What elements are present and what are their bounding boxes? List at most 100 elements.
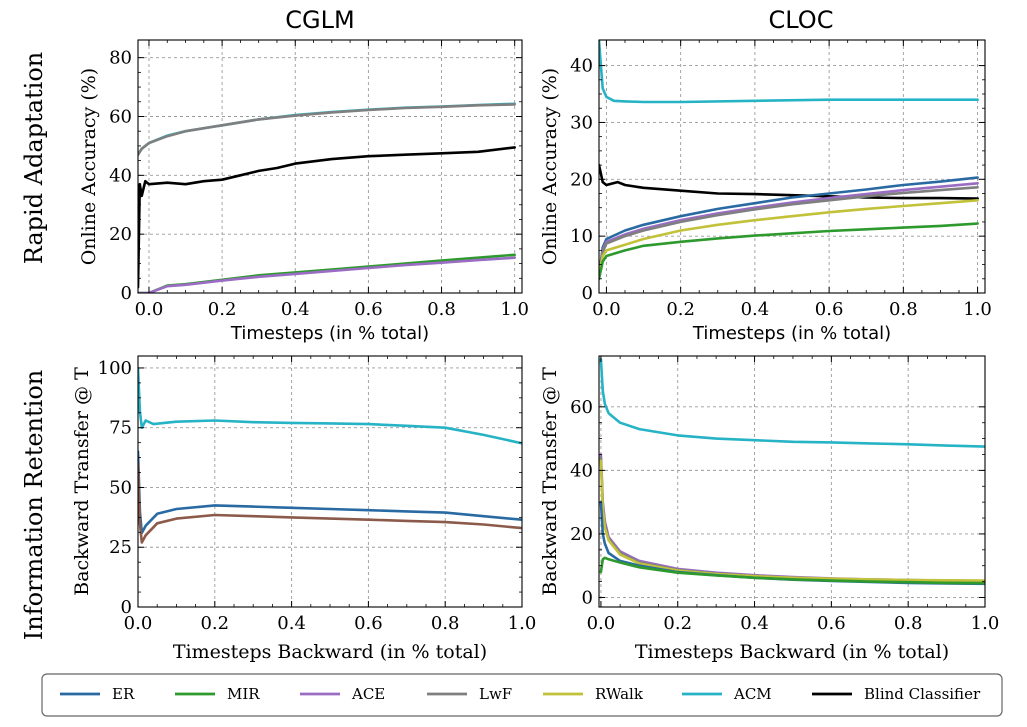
series-acm [138,366,522,445]
xtick-label-5: 1.0 [963,299,992,320]
legend-items: ER MIR ACE LwF RWalk ACM Blind Classifier [60,685,981,703]
xtick-label-2: 0.4 [741,299,770,320]
ytick-label-0: 0 [121,283,132,304]
ytick-label-1: 10 [570,226,593,247]
col-title-cglm: CGLM [285,6,354,34]
series-lwf [138,103,517,156]
legend-item-acm: ACM [682,685,772,703]
legend-label-lwf: LwF [479,685,512,703]
panel-cloc-adapt: 0.0 0.2 0.4 0.6 0.8 1.0 0 10 20 30 40 Timesteps (in… [539,39,992,344]
y-axis-label: Backward Transfer @ T [539,367,561,596]
xtick-label-3: 0.6 [354,613,383,634]
ytick-label-1: 20 [570,524,593,545]
xtick-label-0: 0.0 [587,613,616,634]
series-ace [138,256,517,293]
ytick-label-3: 75 [109,418,132,439]
ytick-label-1: 25 [109,537,132,558]
y-axis-label: Online Accuracy (%) [539,68,561,265]
xtick-label-4: 0.8 [889,299,918,320]
row-title-rapid-adaptation: Rapid Adaptation [20,52,48,265]
ytick-label-1: 20 [109,224,132,245]
series-acm [599,40,979,104]
series-lwf [599,186,979,278]
series-group [138,102,517,293]
xtick-label-0: 0.0 [592,299,621,320]
series-blind-classifier [138,146,517,289]
series-er-brown [138,462,522,544]
x-axis-label: Timesteps Backward (in % total) [635,641,949,663]
legend-box [41,673,1003,717]
xtick-label-4: 0.8 [894,613,923,634]
ytick-label-3: 60 [109,106,132,127]
xtick-label-4: 0.8 [427,299,456,320]
axes-frame [598,355,986,608]
y-axis-label: Backward Transfer @ T [71,367,93,596]
ytick-label-4: 40 [570,56,593,77]
series-group [599,40,979,281]
xtick-label-5: 1.0 [971,613,1000,634]
ytick-label-3: 60 [570,397,593,418]
xtick-label-5: 1.0 [500,299,529,320]
panels: 0.0 0.2 0.4 0.6 0.8 1.0 0 20 40 60 80 Timesteps (in… [71,39,1000,663]
series-ace [599,453,985,583]
xtick-label-0: 0.0 [124,613,153,634]
series-er [138,450,522,535]
series-er [599,500,985,586]
x-axis-label: Timesteps (in % total) [230,323,429,344]
ytick-label-2: 40 [109,165,132,186]
legend-item-mir: MIR [175,685,260,703]
legend-item-er: ER [60,685,135,703]
ytick-label-0: 0 [582,283,593,304]
legend-label-rwalk: RWalk [595,685,644,703]
legend-item-rwalk: RWalk [543,685,644,703]
axes-frame [137,355,523,608]
xtick-label-3: 0.6 [815,299,844,320]
xtick-label-3: 0.6 [817,613,846,634]
legend-label-blind-classifier: Blind Classifier [864,685,981,703]
ytick-label-3: 30 [570,112,593,133]
legend-item-ace: ACE [300,685,385,703]
x-axis-label: Timesteps Backward (in % total) [173,641,487,663]
series-acm [599,357,985,448]
ytick-label-0: 0 [121,597,132,618]
row-title-information-retention: Information Retention [20,370,48,640]
xtick-label-2: 0.4 [740,613,769,634]
series-lwf [599,456,985,583]
col-title-cloc: CLOC [769,6,834,34]
xtick-label-1: 0.2 [666,299,695,320]
xtick-label-5: 1.0 [508,613,537,634]
xtick-label-2: 0.4 [281,299,310,320]
ytick-label-2: 50 [109,477,132,498]
xtick-label-1: 0.2 [208,299,237,320]
axes-frame [137,39,523,294]
xtick-label-0: 0.0 [135,299,164,320]
series-group [138,366,522,544]
series-mir [599,222,979,281]
legend-label-acm: ACM [733,685,772,703]
series-mir [599,556,985,585]
xtick-label-1: 0.2 [663,613,692,634]
panel-cglm-retain: 0.0 0.2 0.4 0.6 0.8 1.0 0 25 50 75 100 Timesteps Ba… [71,355,537,663]
legend: ER MIR ACE LwF RWalk ACM Blind Classifier [41,673,1003,717]
legend-item-blind-classifier: Blind Classifier [812,685,981,703]
panel-cloc-retain: 0.0 0.2 0.4 0.6 0.8 1.0 0 20 40 60 Timesteps Backw… [539,355,1000,663]
panel-cglm-adapt: 0.0 0.2 0.4 0.6 0.8 1.0 0 20 40 60 80 Timesteps (in… [78,39,529,344]
series-er [599,176,979,278]
ytick-label-4: 100 [98,358,132,379]
series-blind-classifier [599,163,979,200]
ytick-label-2: 20 [570,169,593,190]
xtick-label-2: 0.4 [277,613,306,634]
x-axis-label: Timesteps (in % total) [692,323,891,344]
ytick-label-2: 40 [570,460,593,481]
xtick-label-3: 0.6 [354,299,383,320]
series-ace [599,182,979,278]
series-rwalk [599,199,979,278]
ytick-label-0: 0 [582,587,593,608]
axes-frame [598,39,986,294]
legend-item-lwf: LwF [427,685,512,703]
series-group [599,357,985,586]
ytick-label-4: 80 [109,48,132,69]
legend-label-er: ER [112,685,135,703]
y-axis-label: Online Accuracy (%) [78,68,100,265]
